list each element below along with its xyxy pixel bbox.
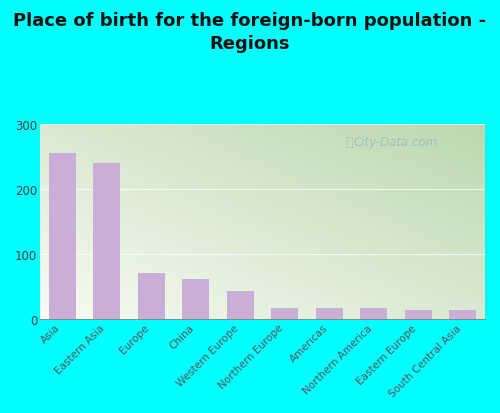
Bar [450, 311, 476, 320]
Bar [316, 308, 342, 320]
Text: City-Data.com: City-Data.com [354, 135, 438, 149]
Bar [227, 292, 254, 320]
Bar [138, 273, 164, 320]
Bar [360, 309, 387, 320]
Bar [182, 279, 209, 320]
Bar [94, 164, 120, 320]
Bar [405, 310, 431, 320]
Bar [49, 154, 76, 320]
Bar [272, 308, 298, 320]
Text: Place of birth for the foreign-born population -
Regions: Place of birth for the foreign-born popu… [14, 12, 486, 52]
Text: Ⓢ: Ⓢ [346, 135, 353, 149]
